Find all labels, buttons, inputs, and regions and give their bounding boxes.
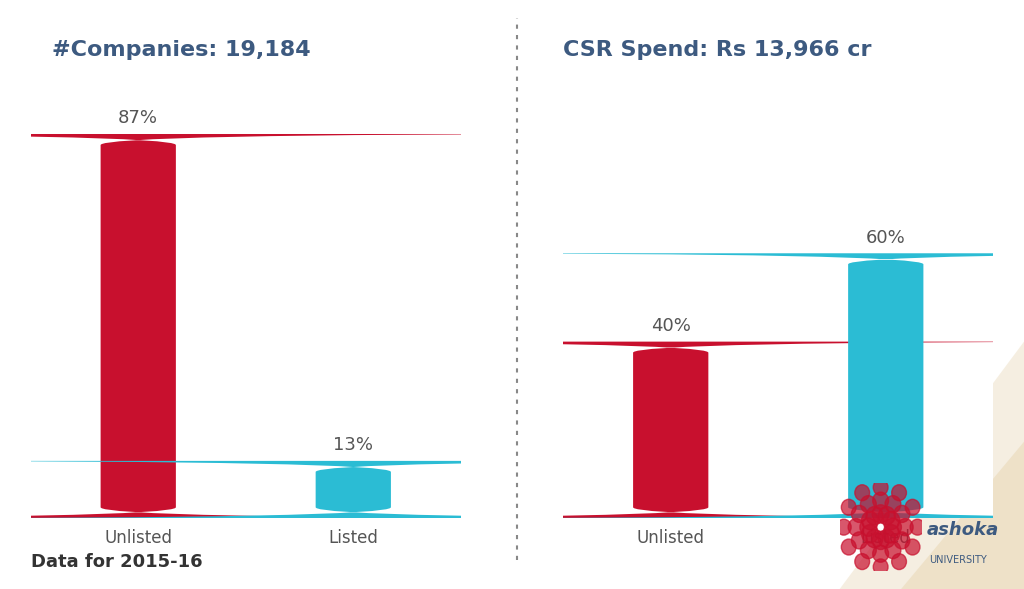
Circle shape: [848, 518, 864, 536]
Circle shape: [905, 499, 920, 515]
Text: ashoka: ashoka: [927, 521, 999, 539]
FancyBboxPatch shape: [171, 342, 1024, 518]
Circle shape: [855, 485, 869, 501]
Circle shape: [851, 532, 867, 549]
Circle shape: [860, 518, 877, 537]
Circle shape: [842, 539, 856, 555]
Circle shape: [855, 554, 869, 570]
Circle shape: [885, 541, 901, 558]
Circle shape: [873, 559, 888, 575]
Circle shape: [866, 530, 883, 548]
Circle shape: [861, 511, 879, 530]
Circle shape: [892, 554, 906, 570]
Circle shape: [860, 496, 877, 513]
Circle shape: [873, 479, 888, 495]
Text: UNIVERSITY: UNIVERSITY: [929, 555, 986, 565]
Circle shape: [860, 541, 877, 558]
Circle shape: [883, 511, 900, 530]
Circle shape: [910, 519, 925, 535]
Circle shape: [892, 485, 906, 501]
FancyBboxPatch shape: [0, 461, 853, 518]
Circle shape: [861, 525, 879, 543]
Text: 13%: 13%: [333, 436, 374, 454]
Circle shape: [905, 539, 920, 555]
Circle shape: [872, 531, 889, 550]
Text: CSR Spend: Rs 13,966 cr: CSR Spend: Rs 13,966 cr: [563, 39, 871, 59]
Text: 87%: 87%: [118, 110, 159, 127]
Circle shape: [866, 507, 883, 525]
Circle shape: [885, 496, 901, 513]
Circle shape: [885, 518, 901, 537]
FancyBboxPatch shape: [0, 134, 638, 518]
Text: Data for 2015-16: Data for 2015-16: [31, 553, 203, 571]
Circle shape: [894, 532, 910, 549]
Circle shape: [897, 518, 913, 536]
Circle shape: [872, 505, 889, 523]
Text: #Companies: 19,184: #Companies: 19,184: [52, 39, 311, 59]
FancyBboxPatch shape: [386, 253, 1024, 518]
Circle shape: [842, 499, 856, 515]
Circle shape: [872, 545, 889, 562]
Circle shape: [879, 507, 895, 525]
Circle shape: [883, 525, 900, 543]
Text: 60%: 60%: [866, 229, 905, 247]
Circle shape: [894, 505, 910, 522]
Circle shape: [837, 519, 851, 535]
Circle shape: [872, 492, 889, 509]
Text: 40%: 40%: [651, 317, 690, 335]
Circle shape: [851, 505, 867, 522]
Circle shape: [879, 530, 895, 548]
